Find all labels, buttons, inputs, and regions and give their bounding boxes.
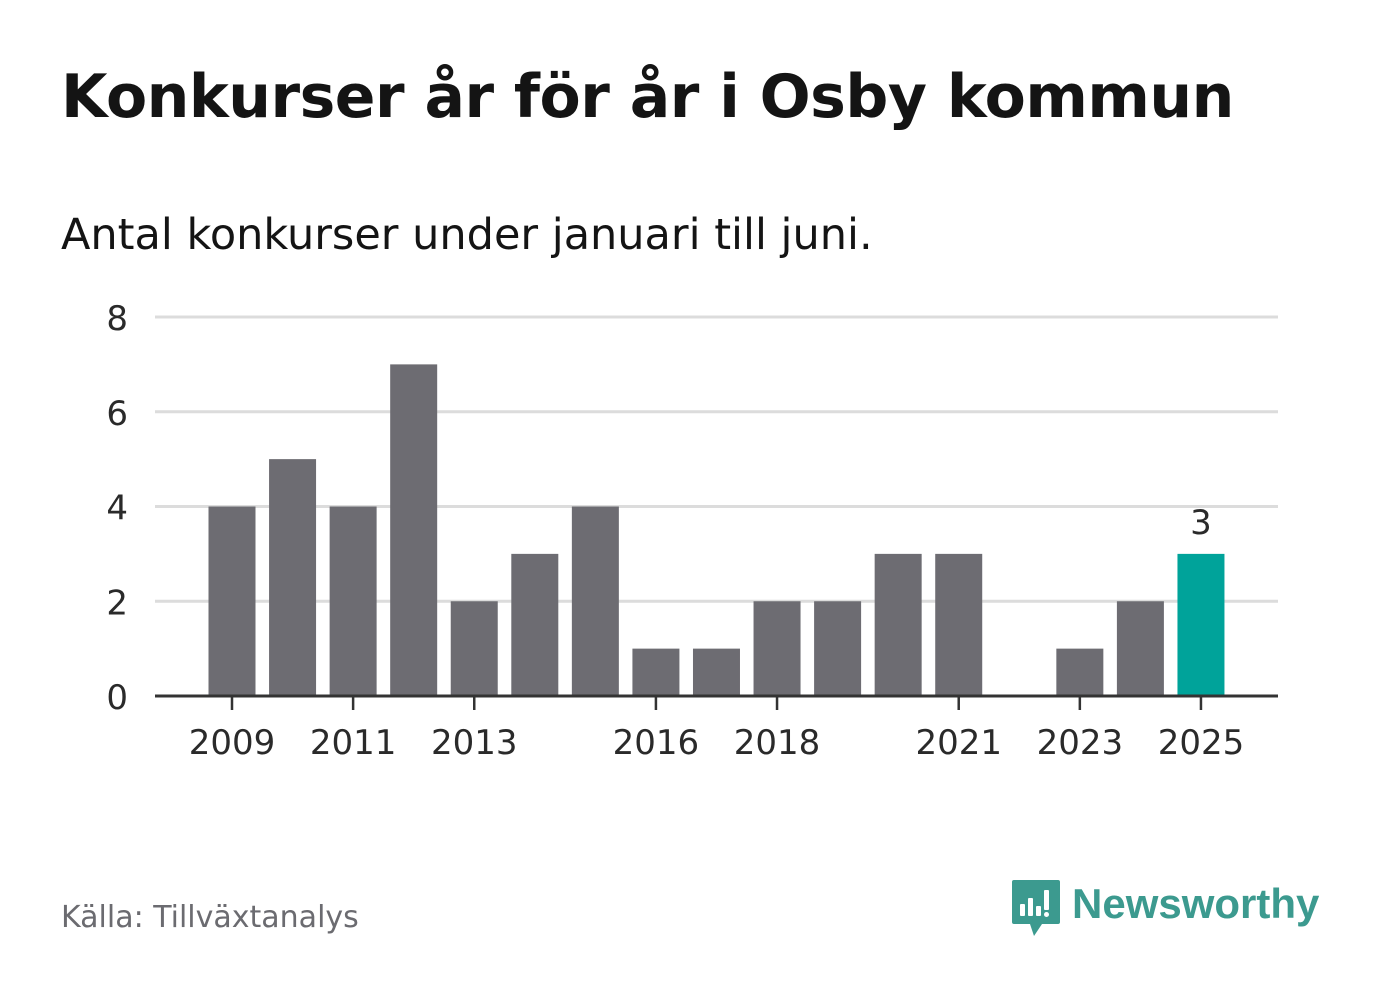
bar-2013 — [450, 601, 498, 696]
y-tick-label: 8 — [106, 299, 128, 339]
bar-2009 — [208, 506, 256, 696]
x-tick-label: 2016 — [613, 723, 700, 763]
data-label-2025: 3 — [1190, 503, 1212, 543]
brand-name: Newsworthy — [1072, 880, 1320, 927]
bar-2020 — [874, 553, 922, 696]
source-note: Källa: Tillväxtanalys — [61, 900, 359, 935]
chart-subtitle: Antal konkurser under januari till juni. — [61, 210, 873, 260]
x-tick-label: 2025 — [1158, 723, 1245, 763]
bar-2011 — [329, 506, 377, 696]
y-tick-label: 4 — [106, 489, 128, 529]
y-tick-label: 0 — [106, 678, 128, 718]
bar-2017 — [692, 648, 740, 696]
bar-2016 — [632, 648, 680, 696]
bar-2010 — [269, 459, 317, 696]
bar-2024 — [1116, 601, 1164, 696]
page-title: Konkurser år för år i Osby kommun — [61, 62, 1234, 132]
bar-2023 — [1056, 648, 1104, 696]
bar-2025 — [1177, 553, 1225, 696]
bar-2014 — [511, 553, 559, 696]
bar-2018 — [753, 601, 801, 696]
bar-2015 — [571, 506, 619, 696]
y-tick-label: 6 — [106, 394, 128, 434]
x-tick-label: 2018 — [734, 723, 821, 763]
x-tick-label: 2009 — [189, 723, 276, 763]
brand-logo: Newsworthy — [1010, 878, 1319, 938]
x-tick-label: 2023 — [1037, 723, 1124, 763]
x-tick-label: 2011 — [310, 723, 397, 763]
bar-2021 — [935, 553, 983, 696]
x-tick-label: 2021 — [915, 723, 1002, 763]
bar-2012 — [390, 364, 438, 696]
y-tick-label: 2 — [106, 583, 128, 623]
bar-chart: 0 2 4 6 8 3 2009 2011 2013 2016 2018 2021 2023 2025 — [106, 299, 1278, 763]
bar-2019 — [814, 601, 862, 696]
x-tick-label: 2013 — [431, 723, 518, 763]
newsworthy-logo-icon — [1012, 880, 1060, 936]
